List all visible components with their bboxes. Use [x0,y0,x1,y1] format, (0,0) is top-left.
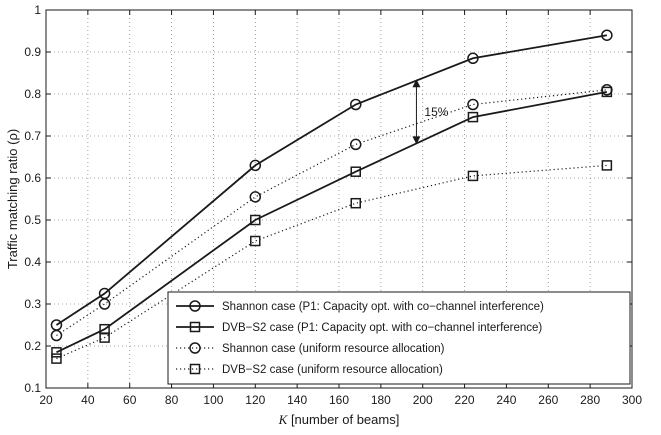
annotation-label: 15% [424,105,448,119]
legend-box [167,291,631,385]
series-3 [50,84,613,342]
y-tick-label: 1 [34,3,41,17]
data-point [601,160,613,171]
series-1 [50,29,613,331]
legend-label: Shannon case (uniform resource allocatio… [222,343,445,355]
y-tick-label: 0.9 [24,45,41,59]
data-point [249,159,262,172]
annotation: 15% [412,79,449,145]
data-point [250,235,261,247]
x-tick-label: 180 [371,393,391,407]
data-point [350,166,361,177]
x-tick-label: 120 [245,393,265,407]
data-point [349,138,362,151]
y-axis-title: Traffic matching ratio (ρ) [5,129,20,269]
series-4 [51,160,613,364]
x-tick-label: 200 [413,393,433,407]
y-tick-label: 0.6 [24,171,41,185]
x-tick-label: 280 [580,393,600,407]
series-line [55,34,608,326]
data-point [467,52,479,65]
data-point [99,332,110,343]
legend-swatch-marker [189,342,201,354]
x-tick-label: 140 [287,393,307,407]
data-point [349,98,362,111]
y-tick-label: 0.5 [24,213,41,227]
y-tick-label: 0.3 [24,297,41,311]
y-tick-label: 0.7 [24,129,41,143]
ticks: 20 40 60 80 100 120 140 160 180 200 220 240 260 280 30… [24,3,642,407]
data-point [249,191,262,203]
legend-label: DVB−S2 case (P1: Capacity opt. with co−c… [222,322,542,334]
data-point [467,98,479,111]
data-point [601,84,613,96]
x-tick-label: 300 [622,393,642,407]
series-line [56,164,607,360]
x-tick-label: 40 [81,393,95,407]
data-point [98,298,111,310]
x-tick-label: 20 [39,393,53,407]
x-tick-label: 160 [329,393,349,407]
y-tick-label: 0.2 [24,339,41,353]
x-tick-label: 60 [123,393,137,407]
data-point [50,329,63,342]
annotation-arrowhead-top [412,79,421,88]
series-2 [51,86,613,358]
data-point [51,347,62,358]
y-tick-label: 0.8 [24,87,41,101]
legend: Shannon case (P1: Capacity opt. with co−… [167,291,631,385]
data-point [467,111,479,123]
data-point [250,214,261,226]
x-tick-label: 220 [455,393,475,407]
legend-label: Shannon case (P1: Capacity opt. with co−… [222,301,544,313]
data-point [601,29,613,41]
data-point [467,170,479,182]
x-tick-label: 260 [538,393,558,407]
legend-label: DVB−S2 case (uniform resource allocation… [222,364,443,376]
annotation-arrowhead-bottom [412,136,421,145]
x-tick-label: 80 [165,393,179,407]
x-tick-label: 240 [496,393,516,407]
y-tick-label: 0.4 [24,255,41,269]
series-line [56,91,608,354]
legend-swatch-marker [189,300,201,312]
data-point [51,353,62,364]
x-tick-label: 100 [203,393,223,407]
legend-swatch-marker [189,363,201,375]
x-axis-title: K [number of beams] [278,412,400,427]
y-tick-label: 0.1 [24,381,41,395]
data-point [350,197,361,209]
legend-swatch-marker [189,321,201,333]
